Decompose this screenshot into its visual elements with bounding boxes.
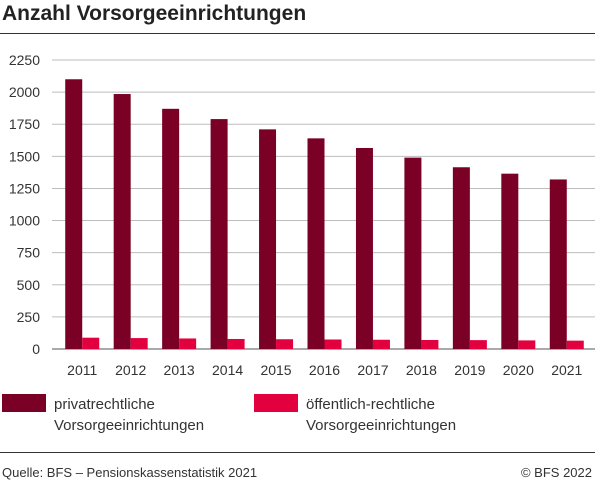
chart-title: Anzahl Vorsorgeeinrichtungen: [2, 2, 307, 25]
y-tick-label: 1750: [9, 116, 40, 132]
bar-public: [179, 338, 197, 349]
bar-public: [372, 339, 390, 349]
x-tick-label: 2011: [67, 362, 97, 378]
x-tick-label: 2015: [260, 362, 291, 378]
bar-public: [566, 340, 584, 349]
x-tick-label: 2014: [212, 362, 243, 378]
x-tick-label: 2020: [503, 362, 534, 378]
y-tick-label: 2000: [9, 84, 40, 100]
bar-public: [324, 339, 342, 349]
x-tick-label: 2012: [115, 362, 146, 378]
y-tick-label: 2250: [9, 52, 40, 68]
x-axis-ticks: 2011 2012 2013 2014 2015 2016 2017 2018 2019 2020…: [67, 362, 582, 378]
bar-public: [469, 340, 487, 349]
bar-private: [162, 108, 180, 349]
bars: [65, 79, 584, 349]
bar-private: [259, 129, 277, 349]
x-tick-label: 2017: [357, 362, 388, 378]
bar-private: [307, 138, 325, 349]
y-axis-ticks: 0 250 500 750 1000 1250 1500 1750 2000 2250: [9, 52, 40, 357]
title-rule: [0, 33, 595, 34]
legend-label-public: öffentlich-rechtliche Vorsorgeeinrichtun…: [306, 396, 457, 434]
copyright-note: © BFS 2022: [520, 465, 592, 480]
legend-label-private: privatrechtliche Vorsorgeeinrichtungen: [54, 396, 205, 434]
bar-private: [113, 94, 131, 349]
x-tick-label: 2013: [164, 362, 195, 378]
bar-private: [452, 167, 470, 349]
bar-public: [421, 340, 439, 349]
x-tick-label: 2018: [406, 362, 437, 378]
y-tick-label: 0: [32, 341, 40, 357]
y-tick-label: 750: [17, 245, 41, 261]
y-tick-label: 1250: [9, 180, 40, 196]
y-tick-label: 1500: [9, 148, 40, 164]
bar-public: [130, 338, 148, 349]
bar-public: [227, 338, 245, 349]
bar-private: [404, 157, 422, 349]
footer-rule: [0, 452, 595, 453]
bar-private: [210, 119, 228, 349]
bar-public: [276, 339, 294, 349]
bar-private: [65, 79, 83, 349]
y-tick-label: 250: [17, 309, 41, 325]
x-tick-label: 2016: [309, 362, 340, 378]
legend-swatch-public: [254, 394, 298, 412]
source-note: Quelle: BFS – Pensionskassenstatistik 20…: [2, 465, 258, 480]
bar-public: [82, 337, 100, 349]
bar-public: [518, 340, 536, 349]
y-tick-label: 500: [17, 277, 41, 293]
y-tick-label: 1000: [9, 213, 40, 229]
bar-private: [549, 179, 567, 349]
legend-swatch-private: [2, 394, 46, 412]
x-tick-label: 2019: [454, 362, 485, 378]
bar-private: [501, 173, 519, 349]
x-tick-label: 2021: [551, 362, 582, 378]
bar-private: [355, 147, 373, 349]
